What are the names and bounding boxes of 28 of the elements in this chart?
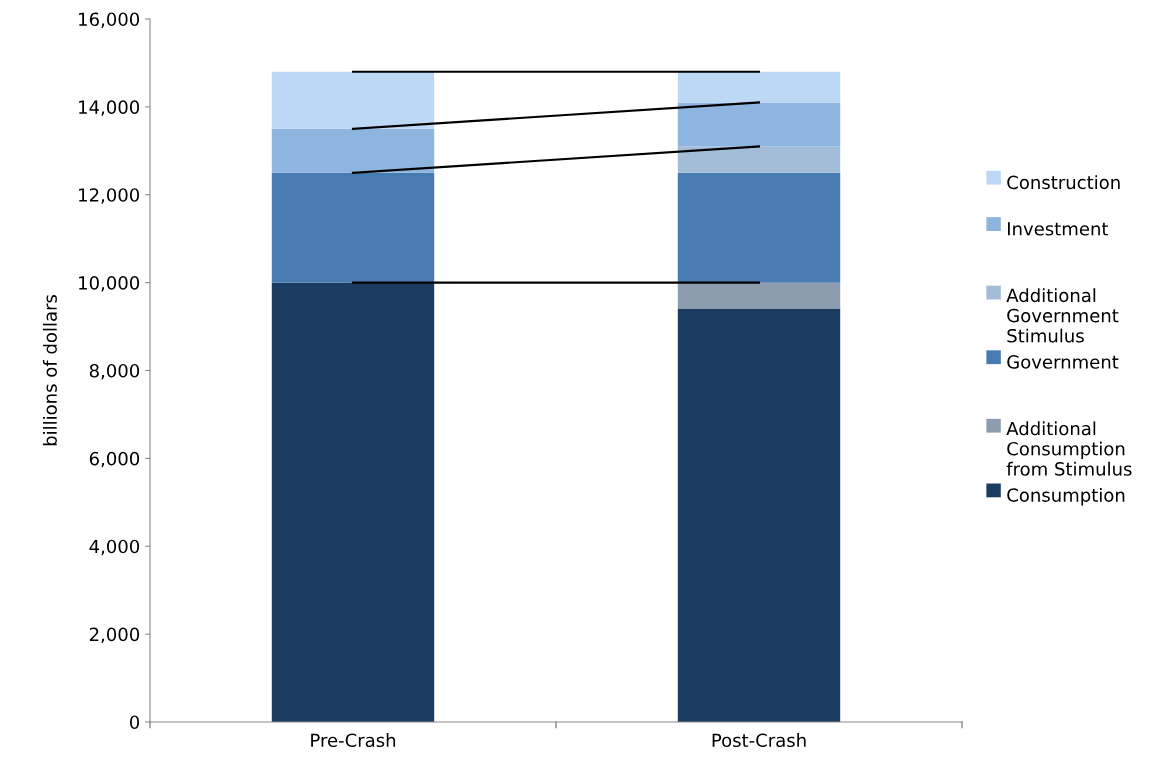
bar xyxy=(677,172,841,283)
bar xyxy=(677,282,841,309)
y-tick-label: 16,000 xyxy=(79,12,140,28)
bar xyxy=(271,128,435,173)
y-axis-title: billions of dollars xyxy=(42,295,57,446)
legend-label: Additional Consumption from Stimulus xyxy=(1006,421,1132,476)
x-tick-label: Pre-Crash xyxy=(311,733,396,748)
bar xyxy=(677,71,841,103)
y-tick-label: 8,000 xyxy=(89,363,140,380)
y-tick-label: 10,000 xyxy=(79,276,140,292)
bar xyxy=(677,308,841,722)
bar xyxy=(271,172,435,283)
legend-label: Consumption xyxy=(1007,487,1125,506)
y-tick-label: 6,000 xyxy=(89,451,140,468)
y-tick-label: 2,000 xyxy=(89,627,140,644)
legend-label: Government xyxy=(1007,355,1119,369)
legend-label: Additional Government Stimulus xyxy=(1006,288,1119,343)
x-tick-label: Post-Crash xyxy=(712,733,806,748)
bar xyxy=(677,102,841,147)
y-tick-label: 0 xyxy=(129,715,140,730)
legend-label: Investment xyxy=(1008,222,1109,236)
y-tick-label: 4,000 xyxy=(89,539,140,556)
legend-label: Construction xyxy=(1007,175,1120,190)
bar xyxy=(271,71,435,129)
bar xyxy=(271,282,435,722)
y-tick-label: 14,000 xyxy=(79,100,140,116)
bar xyxy=(677,146,841,173)
y-tick-label: 12,000 xyxy=(79,188,140,204)
